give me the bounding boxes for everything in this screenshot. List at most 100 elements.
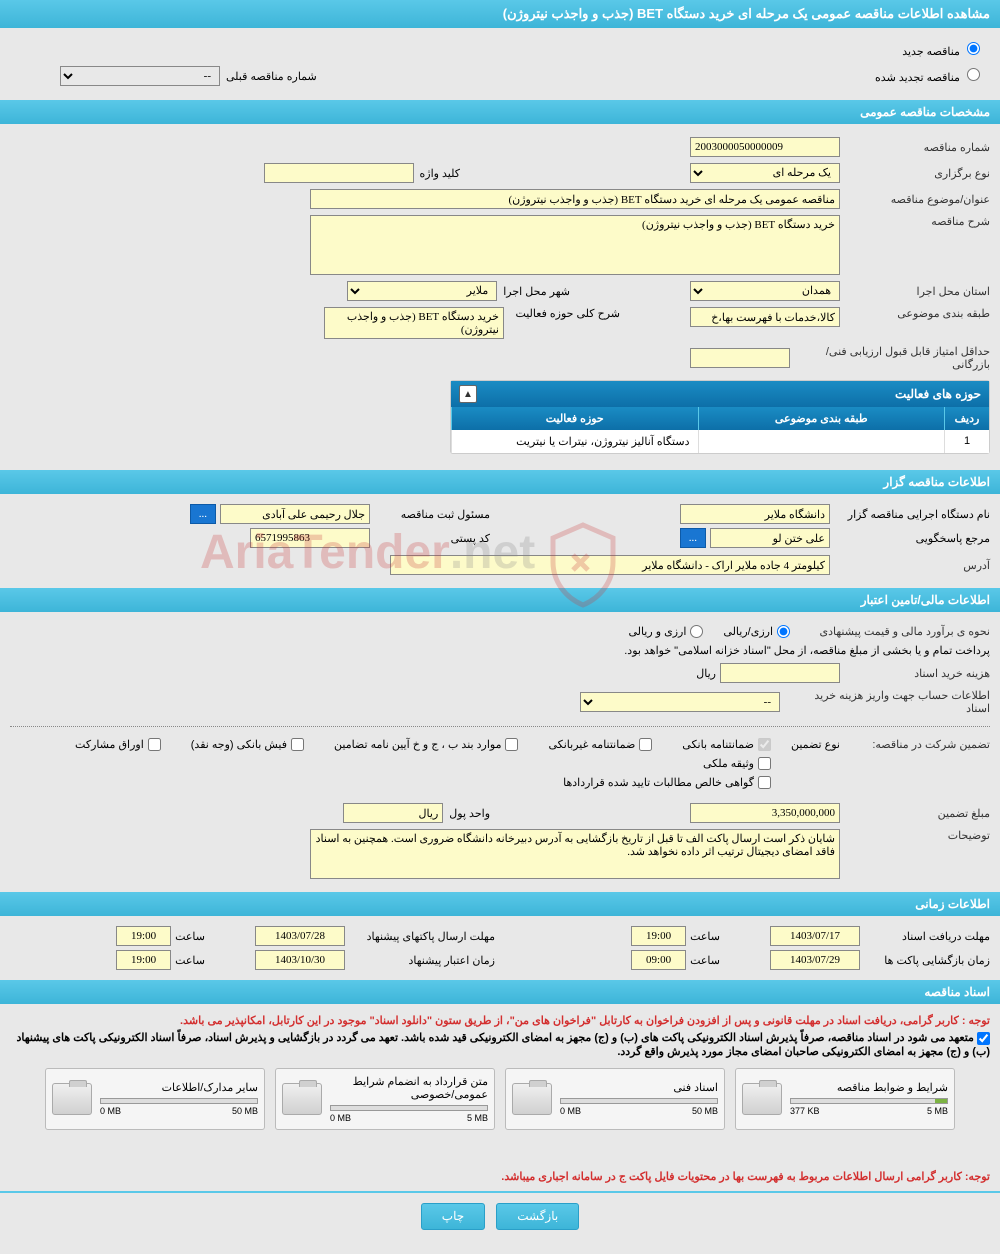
notes-textarea[interactable]: شایان ذکر است ارسال پاکت الف تا قبل از ت… (310, 829, 840, 879)
doc-cost-input[interactable] (720, 663, 840, 683)
cell-idx: 1 (944, 430, 989, 453)
prev-number-select[interactable]: -- (60, 66, 220, 86)
collapse-icon[interactable]: ▲ (459, 385, 477, 403)
category-input[interactable] (690, 307, 840, 327)
contact-more-button[interactable]: ... (680, 528, 706, 548)
registrar-label: مسئول ثبت مناقصه (370, 508, 490, 521)
doc-deadline-label: مهلت دریافت اسناد (860, 930, 990, 943)
chk-nonbank-label: ضمانتنامه غیربانکی (548, 738, 635, 751)
radio-renewed-tender[interactable] (967, 68, 980, 81)
cell-category (698, 430, 945, 453)
chk-commitment[interactable] (977, 1032, 990, 1045)
subject-label: عنوان/موضوع مناقصه (840, 193, 990, 206)
doc-card-title: اسناد فنی (560, 1081, 718, 1094)
section-timing: اطلاعات زمانی (0, 890, 1000, 918)
time-label-3: ساعت (690, 954, 720, 967)
address-input[interactable] (390, 555, 830, 575)
doc-total: 5 MB (927, 1106, 948, 1116)
doc-card[interactable]: متن قرارداد به انضمام شرایط عمومی/خصوصی … (275, 1068, 495, 1130)
contact-label: مرجع پاسخگویی (830, 532, 990, 545)
description-textarea[interactable]: خرید دستگاه BET (جذب و واجذب نیتروژن) (310, 215, 840, 275)
province-select[interactable]: همدان (690, 281, 840, 301)
proposal-deadline-date相[interactable] (255, 926, 345, 946)
chk-cash-label: فیش بانکی (وجه نقد) (191, 738, 287, 751)
activity-table: حوزه های فعالیت ▲ ردیف طبقه بندی موضوعی … (450, 380, 990, 454)
doc-notice-2: متعهد می شود در اسناد مناقصه، صرفاً پذیر… (17, 1032, 990, 1058)
chk-bank-label: ضمانتنامه بانکی (682, 738, 754, 751)
radio-new-tender[interactable] (967, 42, 980, 55)
activity-desc-textarea[interactable]: خرید دستگاه BET (جذب و واجذب نیتروژن) (324, 307, 504, 339)
min-score-input[interactable] (690, 348, 790, 368)
chk-cert[interactable] (758, 776, 771, 789)
folder-icon (52, 1083, 92, 1115)
chk-bonds[interactable] (148, 738, 161, 751)
radio-currency-label: ارزی و ریالی (628, 625, 686, 638)
section-general: مشخصات مناقصه عمومی (0, 98, 1000, 126)
doc-progress (330, 1105, 488, 1111)
min-score-label: حداقل امتیاز قابل قبول ارزیابی فنی/بازرگ… (790, 345, 990, 371)
doc-card-title: شرایط و ضوابط مناقصه (790, 1081, 948, 1094)
doc-used: 0 MB (330, 1113, 351, 1123)
opening-label: زمان بازگشایی پاکت ها (860, 954, 990, 967)
account-select[interactable]: -- (580, 692, 780, 712)
keyword-input[interactable] (264, 163, 414, 183)
category-label: طبقه بندی موضوعی (840, 307, 990, 320)
documents-area: توجه : کاربر گرامی، دریافت اسناد در مهلت… (0, 1006, 1000, 1191)
city-select[interactable]: ملایر (347, 281, 497, 301)
chk-bonds-label: اوراق مشارکت (75, 738, 144, 751)
contact-input[interactable] (710, 528, 830, 548)
payment-note: پرداخت تمام و یا بخشی از مبلغ مناقصه، از… (624, 644, 990, 657)
doc-card[interactable]: سایر مدارک/اطلاعات 0 MB50 MB (45, 1068, 265, 1130)
col-row: ردیف (944, 407, 989, 430)
doc-used: 0 MB (560, 1106, 581, 1116)
doc-progress (560, 1098, 718, 1104)
chk-cash[interactable] (291, 738, 304, 751)
radio-currency[interactable] (690, 625, 703, 638)
postal-input[interactable] (250, 528, 370, 548)
opening-time[interactable] (631, 950, 686, 970)
proposal-deadline-label: مهلت ارسال پاکتهای پیشنهاد (345, 930, 495, 943)
doc-progress (790, 1098, 948, 1104)
chk-bank[interactable] (758, 738, 771, 751)
chk-property[interactable] (758, 757, 771, 770)
section-organizer: اطلاعات مناقصه گزار (0, 468, 1000, 496)
account-label: اطلاعات حساب جهت واریز هزینه خرید اسناد (780, 689, 990, 715)
validity-time[interactable] (116, 950, 171, 970)
folder-icon (512, 1083, 552, 1115)
tender-no-label: شماره مناقصه (840, 141, 990, 154)
doc-used: 0 MB (100, 1106, 121, 1116)
proposal-deadline-time[interactable] (116, 926, 171, 946)
chk-bylaw[interactable] (505, 738, 518, 751)
col-activity: حوزه فعالیت (451, 407, 698, 430)
tender-no-input[interactable] (690, 137, 840, 157)
folder-icon (282, 1083, 322, 1115)
doc-card-title: متن قرارداد به انضمام شرایط عمومی/خصوصی (330, 1075, 488, 1101)
radio-rial[interactable] (777, 625, 790, 638)
registrar-more-button[interactable]: ... (190, 504, 216, 524)
section-documents: اسناد مناقصه (0, 978, 1000, 1006)
print-button[interactable]: چاپ (421, 1203, 485, 1230)
registrar-input[interactable] (220, 504, 370, 524)
cell-activity: دستگاه آنالیز نیتروژن، نیترات یا نیتریت (451, 430, 698, 453)
chk-cert-label: گواهی خالص مطالبات تایید شده قراردادها (563, 776, 754, 789)
exec-name-label: نام دستگاه اجرایی مناقصه گزار (830, 508, 990, 521)
address-label: آدرس (830, 559, 990, 572)
doc-deadline-time[interactable] (631, 926, 686, 946)
amount-input[interactable] (690, 803, 840, 823)
doc-card[interactable]: اسناد فنی 0 MB50 MB (505, 1068, 725, 1130)
type-select[interactable]: یک مرحله ای (690, 163, 840, 183)
tender-type-area: مناقصه جدید مناقصه تجدید شده شماره مناقص… (0, 30, 1000, 98)
validity-date[interactable] (255, 950, 345, 970)
chk-nonbank[interactable] (639, 738, 652, 751)
back-button[interactable]: بازگشت (496, 1203, 579, 1230)
postal-label: کد پستی (370, 532, 490, 545)
radio-new-tender-label: مناقصه جدید (902, 46, 960, 58)
exec-name-input[interactable] (680, 504, 830, 524)
subject-input[interactable] (310, 189, 840, 209)
unit-input[interactable] (343, 803, 443, 823)
doc-deadline-date[interactable] (770, 926, 860, 946)
opening-date[interactable] (770, 950, 860, 970)
radio-rial-label: ارزی/ریالی (723, 625, 773, 638)
guarantee-type-label: نوع تضمین (791, 738, 840, 751)
doc-card[interactable]: شرایط و ضوابط مناقصه 377 KB5 MB (735, 1068, 955, 1130)
